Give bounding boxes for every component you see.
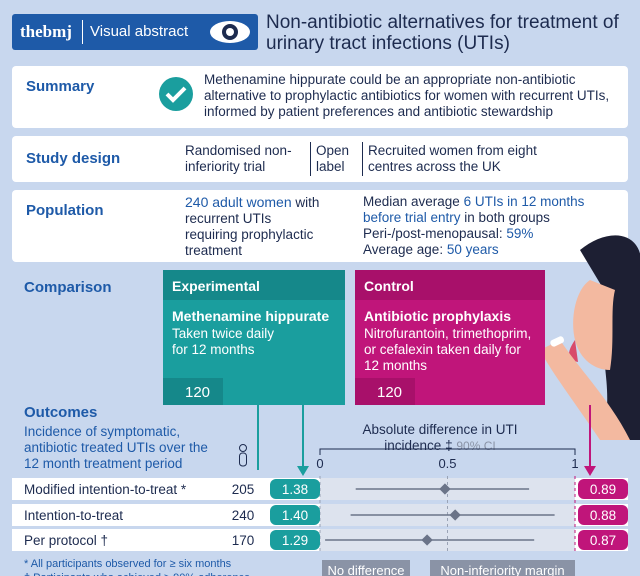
text: Median average — [363, 194, 464, 209]
highlight: 50 years — [446, 242, 499, 257]
text: in both groups — [460, 210, 550, 225]
highlight: 240 adult women — [185, 194, 292, 210]
design-panel: Study design Randomised non-inferiority … — [12, 136, 628, 182]
row-n: 170 — [232, 533, 255, 548]
title: Non-antibiotic alternatives for treatmen… — [266, 12, 619, 54]
row-label: Per protocol † — [24, 533, 108, 548]
experimental-pill — [270, 505, 320, 525]
text: Average age: — [363, 242, 447, 257]
footnote: † Participants who achieved ≥ 90% adhere… — [24, 571, 250, 576]
summary-heading: Summary — [26, 78, 95, 95]
control-box: Control Antibiotic prophylaxis Nitrofura… — [355, 270, 545, 405]
row-label: Modified intention-to-treat * — [24, 482, 187, 497]
label: Visual abstract — [90, 23, 189, 40]
population-panel: Population 240 adult women with recurren… — [12, 190, 628, 262]
arm-label: Experimental — [172, 278, 260, 294]
arm-n: 120 — [185, 384, 211, 401]
arm-detail: Taken twice daily for 12 months — [172, 326, 275, 357]
control-value: 0.89 — [590, 482, 616, 497]
experimental-value: 1.29 — [282, 533, 308, 548]
highlight: 6 UTIs in 12 months before trial entry — [363, 194, 585, 225]
text: with recurrent UTIs requiring prophylact… — [185, 195, 320, 258]
line: Average age: 50 years — [363, 242, 603, 258]
experimental-pill — [270, 530, 320, 550]
estimate — [439, 483, 451, 495]
arm-detail: Nitrofurantoin, trimethoprim, or cefalex… — [364, 326, 532, 373]
experimental-pill — [270, 479, 320, 499]
brand: thebmj — [20, 22, 72, 41]
person-icon — [239, 444, 247, 467]
population-left: 240 adult women with recurrent UTIs requ… — [185, 194, 320, 259]
population-right: Median average 6 UTIs in 12 months befor… — [363, 194, 603, 258]
x-tick-label: 1 — [571, 456, 578, 471]
outcomes-description: Incidence of symptomatic, antibiotic tre… — [24, 424, 208, 471]
row-n: 240 — [232, 508, 255, 523]
row-n: 205 — [232, 482, 255, 497]
x-tick-label: 0.5 — [438, 456, 456, 471]
experimental-value: 1.40 — [282, 508, 308, 523]
footnotes: * All participants observed for ≥ six mo… — [24, 557, 250, 576]
control-pill — [578, 530, 628, 550]
population-heading: Population — [26, 202, 104, 219]
design-item: Randomised non-inferiority trial — [185, 143, 292, 174]
outcomes-heading: Outcomes — [24, 404, 98, 421]
experimental-box: Experimental Methenamine hippurate Taken… — [163, 270, 345, 405]
line: Peri-/post-menopausal: 59% — [363, 226, 603, 242]
bottom-label: Non-inferiority margin — [440, 563, 564, 576]
design-heading: Study design — [26, 150, 121, 167]
design-item: Open label — [316, 143, 350, 174]
arm-label: Control — [364, 278, 414, 294]
estimate — [449, 509, 461, 521]
control-pill — [578, 505, 628, 525]
bottom-label: No difference — [327, 563, 404, 576]
estimate — [421, 534, 433, 546]
bottom-label-bg — [322, 560, 410, 576]
control-value: 0.88 — [590, 508, 616, 523]
text: Peri-/post-menopausal: — [363, 226, 507, 241]
bottom-label-bg — [430, 560, 575, 576]
arm-name: Antibiotic prophylaxis — [364, 308, 512, 324]
row-label: Intention-to-treat — [24, 508, 123, 523]
summary-panel: Summary Methenamine hippurate could be a… — [12, 66, 628, 128]
illustration — [540, 235, 640, 440]
arm-name: Methenamine hippurate — [172, 308, 330, 324]
summary-text: Methenamine hippurate could be an approp… — [204, 72, 610, 119]
design-item: Recruited women from eight centres acros… — [368, 143, 537, 174]
x-tick-label: 0 — [316, 456, 323, 471]
line: Median average 6 UTIs in 12 months befor… — [363, 194, 603, 226]
arm-n: 120 — [377, 384, 403, 401]
brand-box: thebmj Visual abstract — [12, 14, 258, 50]
control-pill — [578, 479, 628, 499]
footnote: * All participants observed for ≥ six mo… — [24, 558, 232, 570]
eye-icon — [210, 21, 250, 43]
highlight: 59% — [506, 226, 534, 241]
experimental-value: 1.38 — [282, 482, 308, 497]
comparison-heading: Comparison — [24, 279, 112, 296]
check-icon — [159, 77, 193, 111]
control-value: 0.87 — [590, 533, 616, 548]
